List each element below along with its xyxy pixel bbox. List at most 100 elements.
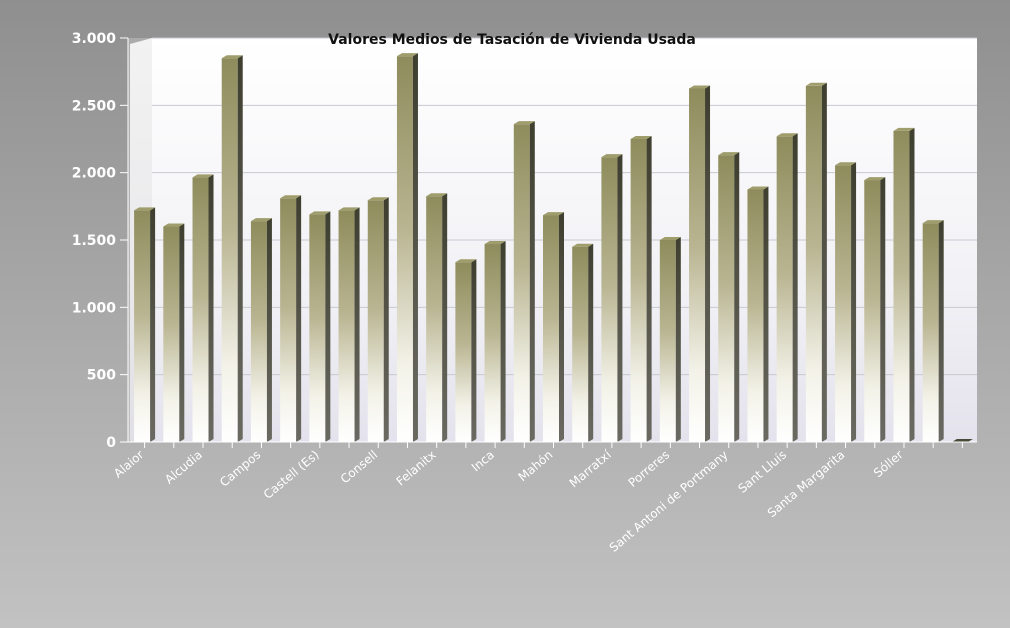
y-tick-label: 0 (106, 435, 116, 451)
bar-front (484, 244, 501, 442)
x-tick-label: Felanitx (394, 448, 439, 489)
y-tick-label: 3.000 (72, 31, 117, 47)
bar-side (150, 207, 156, 442)
bar-front (543, 215, 559, 442)
bar-side (792, 133, 798, 442)
bar (250, 218, 272, 442)
bar (718, 152, 740, 442)
bar-top (134, 207, 156, 211)
bar (776, 133, 798, 442)
bar (747, 186, 769, 442)
bar (659, 237, 681, 442)
bar-top (601, 154, 623, 158)
bar-front (455, 262, 472, 442)
bar (864, 177, 886, 442)
bar-front (192, 177, 209, 442)
bar-front (864, 180, 881, 442)
bar-front (163, 226, 180, 442)
x-tick-label: Sóller (871, 448, 906, 481)
x-tick-label: Castell (Es) (261, 448, 322, 502)
y-tick-label: 2.500 (72, 98, 117, 114)
bar-top (543, 212, 564, 216)
x-tick-label: Alcudia (162, 448, 205, 487)
bar (805, 82, 827, 442)
bar-side (208, 174, 214, 442)
bar (134, 207, 156, 442)
x-tick-label: Marratxí (567, 447, 615, 490)
bar-side (851, 162, 857, 442)
bar-top (426, 193, 448, 197)
bar (426, 193, 448, 442)
bar (309, 211, 331, 442)
bar-front (601, 157, 618, 442)
bar-side (529, 121, 535, 442)
bar-top (192, 174, 214, 178)
bar-side (354, 207, 360, 442)
bar-top (309, 211, 331, 215)
bar (338, 207, 360, 442)
bar-side (705, 85, 711, 442)
bar-top (718, 152, 740, 156)
bar-front (221, 58, 238, 442)
bar (835, 162, 857, 442)
bar-front (134, 210, 151, 442)
bar (221, 55, 243, 442)
x-tick-label: Alaior (111, 448, 146, 481)
bar (163, 223, 185, 442)
x-tick-label: Porreres (626, 448, 673, 490)
bar-side (471, 259, 477, 442)
bar-side (763, 186, 769, 442)
x-tick-label: Inca (469, 448, 497, 475)
bar-side (559, 212, 564, 442)
bar-front (396, 56, 413, 443)
bar-top (805, 82, 827, 86)
bar-top (776, 133, 798, 137)
bar (484, 241, 506, 442)
bar-top (835, 162, 857, 166)
bar-front (659, 240, 676, 442)
x-tick-label: Sant Antoni de Portmany (607, 448, 731, 555)
bar-top (689, 85, 711, 89)
bar (513, 121, 535, 442)
bar (396, 53, 418, 443)
bar-front (922, 223, 939, 442)
bar-front (280, 198, 297, 442)
bar-top (864, 177, 886, 181)
bar-front (250, 221, 267, 442)
bar-top (455, 259, 477, 263)
bar-side (500, 241, 506, 442)
bar-side (821, 82, 827, 442)
bar-side (938, 220, 944, 442)
bar-top (396, 53, 418, 57)
bar-top (747, 186, 769, 190)
bar-top (484, 241, 506, 245)
bar-side (588, 243, 594, 442)
x-tick-label: Consell (338, 448, 380, 487)
bar-front (309, 214, 326, 442)
bar-top (951, 439, 973, 442)
bar-front (747, 189, 764, 442)
chart-title: Valores Medios de Tasación de Vivienda U… (328, 32, 696, 48)
bar-top (163, 223, 185, 227)
bar-side (617, 154, 623, 442)
x-tick-label: Mahón (516, 448, 556, 485)
bar (455, 259, 477, 442)
bar-top (893, 127, 915, 131)
bar-front (805, 85, 822, 442)
bar-side (442, 193, 448, 442)
bar-top (280, 195, 302, 199)
bar-front (718, 155, 735, 442)
y-tick-label: 500 (87, 368, 116, 384)
bar-side (675, 237, 681, 442)
x-tick-label: Sant Lluís (735, 448, 789, 496)
y-tick-label: 2.000 (72, 166, 117, 182)
bar-top (338, 207, 360, 211)
bar-top (221, 55, 243, 59)
bar (630, 136, 652, 442)
bar-top (630, 136, 652, 139)
bar-top (367, 197, 389, 201)
bar-side (237, 55, 243, 442)
bar-side (646, 136, 652, 442)
